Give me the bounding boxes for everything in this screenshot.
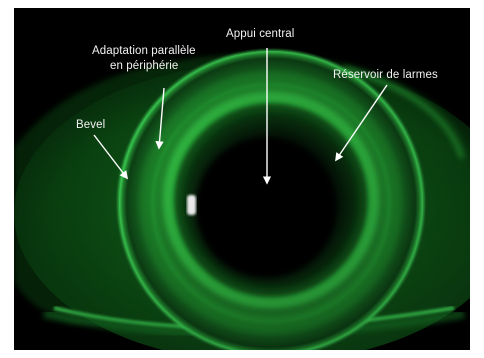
label-adaptation-peripherie: Adaptation parallèle en périphérie <box>92 44 196 74</box>
arrow-bevel <box>93 134 129 180</box>
arrow-reservoir <box>335 84 388 162</box>
fluorescein-lens-photo <box>14 8 470 350</box>
annotation-arrows <box>93 48 388 185</box>
label-reservoir-de-larmes: Réservoir de larmes <box>333 69 438 81</box>
label-adaptation-line2: en périphérie <box>110 60 179 72</box>
arrow-adaptation <box>155 87 165 150</box>
label-bevel: Bevel <box>76 119 106 131</box>
label-adaptation-line1: Adaptation parallèle <box>92 45 196 57</box>
fluorescein-lens-photo-frame: Appui central Adaptation parallèle en pé… <box>14 8 470 350</box>
label-appui-central: Appui central <box>226 28 295 40</box>
